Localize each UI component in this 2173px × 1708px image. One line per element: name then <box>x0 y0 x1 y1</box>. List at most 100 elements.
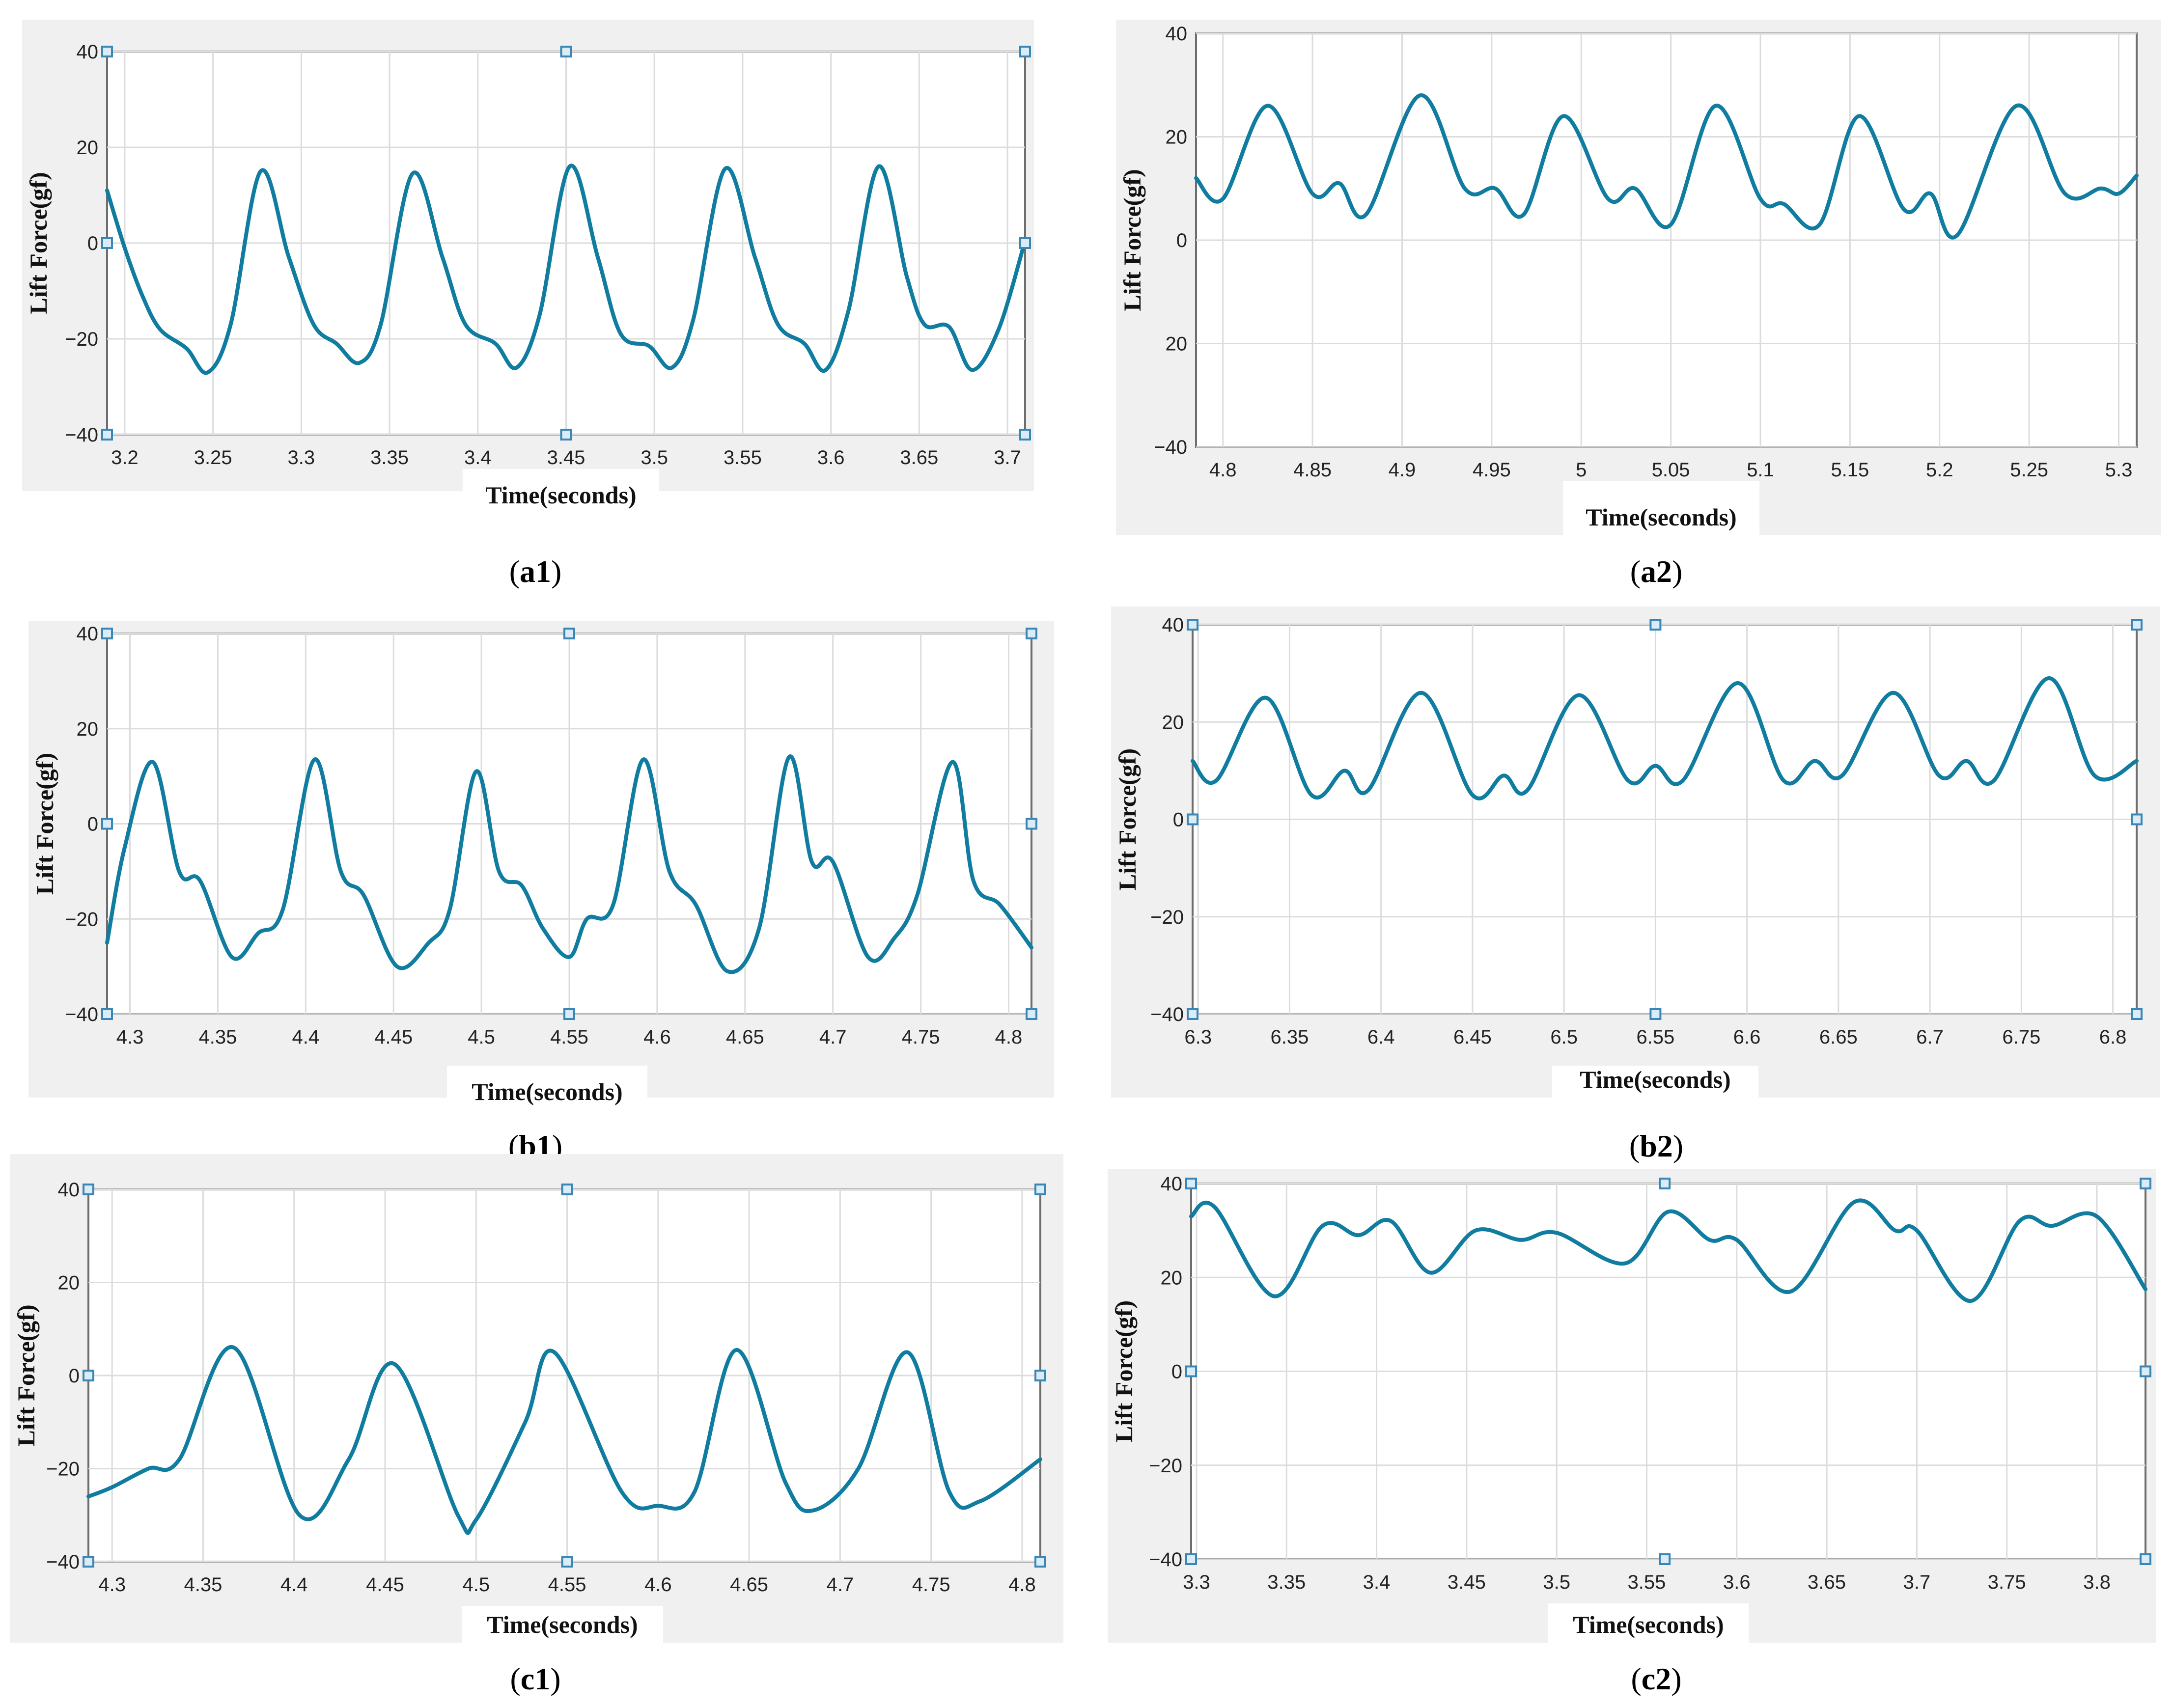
x-tick-label: 3.55 <box>1628 1571 1666 1593</box>
frame-marker <box>1187 813 1198 826</box>
x-tick-label: 3.2 <box>111 447 139 468</box>
x-tick-label: 4.5 <box>462 1574 490 1596</box>
y-tick-label: 0 <box>87 233 98 254</box>
frame-marker <box>1026 818 1037 830</box>
x-axis-label: Time(seconds) <box>1573 1611 1724 1638</box>
x-tick-label: 4.65 <box>730 1574 768 1596</box>
x-tick-label: 5.1 <box>1747 459 1774 481</box>
x-tick-label: 4.75 <box>902 1026 940 1048</box>
x-tick-label: 5.15 <box>1831 459 1869 481</box>
y-tick-label: 40 <box>77 623 99 645</box>
x-tick-label: 4.75 <box>912 1574 950 1596</box>
frame-marker <box>560 46 572 57</box>
x-tick-label: 5.2 <box>1926 459 1953 481</box>
x-tick-label: 3.4 <box>464 447 492 468</box>
x-tick-label: 3.35 <box>370 447 409 468</box>
x-tick-label: 4.7 <box>827 1574 854 1596</box>
x-tick-label: 6.5 <box>1550 1026 1578 1048</box>
x-tick-label: 4.6 <box>644 1574 672 1596</box>
frame-marker <box>101 1008 113 1020</box>
frame-marker <box>1659 1178 1671 1189</box>
frame-marker <box>101 237 113 249</box>
y-tick-label: 20 <box>77 718 99 740</box>
y-axis-label: Lift Force(gf) <box>1118 169 1146 311</box>
y-tick-label: −20 <box>65 329 98 350</box>
x-tick-label: 3.3 <box>288 447 315 468</box>
x-tick-label: 4.3 <box>116 1026 144 1048</box>
x-tick-label: 4.8 <box>1008 1574 1036 1596</box>
y-tick-label: 40 <box>77 41 99 63</box>
frame-marker <box>101 429 113 441</box>
x-axis-label: Time(seconds) <box>1586 503 1736 531</box>
x-tick-label: 6.7 <box>1916 1026 1944 1048</box>
frame-marker <box>1649 1008 1662 1020</box>
x-axis-label: Time(seconds) <box>1580 1066 1730 1093</box>
frame-marker <box>563 1008 575 1020</box>
chart-panel-b2: 6.3 6.35 6.4 6.45 6.5 6.55 6.6 6.65 6.7 6.75 6.8 −4… <box>1111 606 2160 1163</box>
x-tick-label: 3.45 <box>1448 1571 1486 1593</box>
y-tick-label: 0 <box>1171 1361 1182 1383</box>
y-tick-label: −20 <box>46 1459 80 1480</box>
frame-marker <box>2131 1008 2143 1020</box>
x-tick-label: 3.6 <box>817 447 845 468</box>
frame-marker <box>1034 1370 1046 1381</box>
x-tick-label: 4.55 <box>548 1574 586 1596</box>
series-line-a2 <box>1194 93 2139 240</box>
y-tick-label: 20 <box>1166 127 1188 148</box>
y-tick-label: 0 <box>1176 230 1187 251</box>
y-axis-label: Lift Force(gf) <box>1114 748 1141 890</box>
x-tick-label: 3.65 <box>900 447 938 468</box>
x-axis-label-box <box>1548 1603 1749 1643</box>
x-tick-label: 6.75 <box>2002 1026 2040 1048</box>
y-tick-label: −40 <box>1154 437 1187 458</box>
x-tick-label: 4.35 <box>198 1026 237 1048</box>
chart-panel-c2: 3.3 3.35 3.4 3.45 3.5 3.55 3.6 3.65 3.7 3.75 3.8 −4… <box>1108 1169 2156 1696</box>
x-tick-label: 6.6 <box>1733 1026 1761 1048</box>
y-tick-label: 40 <box>1166 23 1188 45</box>
x-tick-label: 3.8 <box>2083 1571 2111 1593</box>
y-tick-label: 20 <box>58 1272 80 1294</box>
x-axis-label-box <box>1563 481 1759 535</box>
y-tick-label: 20 <box>77 137 99 159</box>
y-tick-label: −40 <box>46 1551 80 1573</box>
frame-marker <box>1185 1365 1197 1377</box>
chart-panel-c1: 4.3 4.35 4.4 4.45 4.5 4.55 4.6 4.65 4.7 4.75 4.8 −4… <box>10 1154 1063 1696</box>
frame-marker <box>1034 1556 1046 1568</box>
x-tick-label: 6.3 <box>1184 1026 1212 1048</box>
x-axis-label: Time(seconds) <box>472 1078 622 1105</box>
x-tick-label: 4.7 <box>819 1026 847 1048</box>
x-axis-label-box <box>462 1606 663 1643</box>
y-tick-label: −40 <box>1149 1549 1182 1570</box>
x-tick-label: 6.65 <box>1819 1026 1858 1048</box>
x-tick-label: 3.35 <box>1267 1571 1306 1593</box>
panel-caption: (c2) <box>1631 1661 1681 1696</box>
frame-marker <box>1019 237 1031 249</box>
y-tick-label: 40 <box>1162 614 1184 636</box>
x-tick-label: 4.3 <box>98 1574 126 1596</box>
x-tick-label: 3.55 <box>724 447 762 468</box>
frame-marker <box>83 1370 94 1381</box>
y-tick-label: 40 <box>1161 1173 1183 1195</box>
x-axis-label: Time(seconds) <box>485 481 636 509</box>
frame-marker <box>1187 1008 1198 1020</box>
x-tick-label: 3.75 <box>1988 1571 2026 1593</box>
chart-panel-a1: 3.2 3.25 3.3 3.35 3.4 3.45 3.5 3.55 3.6 3.65 3.7 −4… <box>22 20 1034 589</box>
frame-marker <box>560 429 572 441</box>
frame-marker <box>1185 1178 1197 1189</box>
frame-marker <box>101 46 113 57</box>
frame-marker <box>1019 46 1031 57</box>
frame-marker <box>1187 619 1198 631</box>
y-tick-label: −40 <box>65 1004 98 1025</box>
panel-caption: (a2) <box>1630 554 1683 589</box>
x-tick-label: 6.55 <box>1636 1026 1674 1048</box>
x-tick-label: 6.35 <box>1270 1026 1309 1048</box>
x-axis-label-box <box>463 469 659 513</box>
frame-marker <box>1649 619 1662 631</box>
series-line-c1 <box>86 1345 1042 1535</box>
frame-marker <box>2140 1365 2151 1377</box>
frame-marker <box>101 628 113 639</box>
x-axis-label: Time(seconds) <box>487 1611 638 1638</box>
x-tick-label: 3.65 <box>1808 1571 1846 1593</box>
x-tick-label: 4.8 <box>995 1026 1023 1048</box>
